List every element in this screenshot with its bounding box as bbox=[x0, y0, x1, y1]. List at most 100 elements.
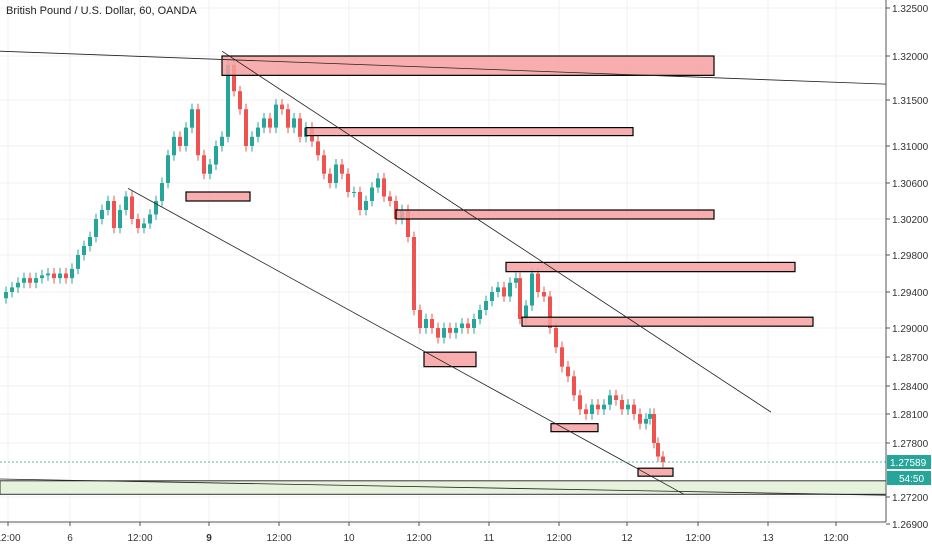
current-price-label: 1.27589 bbox=[890, 458, 927, 469]
candle-body bbox=[280, 104, 284, 110]
time-tick-label: 12:00 bbox=[406, 533, 431, 544]
candle-body bbox=[130, 196, 134, 219]
candle-body bbox=[46, 273, 50, 276]
candle-body bbox=[656, 443, 660, 457]
candle-body bbox=[250, 136, 254, 146]
candle-body bbox=[578, 395, 582, 410]
candle-body bbox=[418, 310, 422, 328]
time-axis[interactable]: 12:00 6 12:00 9 12:00 10 12:00 11 12:00 12 12:00 13… bbox=[0, 521, 886, 544]
candle-body bbox=[484, 301, 488, 310]
trendline bbox=[0, 478, 887, 496]
candle-body bbox=[34, 278, 38, 283]
candle-body bbox=[28, 278, 32, 283]
price-tick-label: 1.31000 bbox=[892, 142, 929, 153]
candle-body bbox=[232, 64, 236, 92]
candle-body bbox=[10, 287, 14, 292]
candle-body bbox=[352, 192, 356, 193]
price-axis[interactable]: 1.32500 1.32000 1.31500 1.31000 1.30600 1.302… bbox=[885, 0, 932, 550]
price-tick-label: 1.29800 bbox=[892, 251, 929, 262]
candle-body bbox=[178, 136, 182, 146]
candle-body bbox=[292, 118, 296, 128]
support-band bbox=[0, 480, 887, 495]
candle-body bbox=[64, 273, 68, 279]
price-tick-label: 1.32000 bbox=[892, 52, 929, 63]
candle-body bbox=[148, 214, 152, 224]
candle-body bbox=[106, 201, 110, 210]
candle-body bbox=[40, 275, 44, 279]
candle-body bbox=[502, 287, 506, 297]
time-tick-label: 11 bbox=[484, 533, 495, 544]
candle-body bbox=[472, 319, 476, 328]
candle-body bbox=[626, 404, 630, 410]
candle-body bbox=[442, 328, 446, 338]
candle-body bbox=[572, 376, 576, 396]
candle-body bbox=[566, 366, 570, 377]
candle-body bbox=[590, 404, 594, 414]
candle-layer bbox=[4, 59, 665, 468]
candle-body bbox=[82, 246, 86, 255]
candle-body bbox=[268, 118, 272, 128]
candle-body bbox=[184, 127, 188, 146]
candle-body bbox=[58, 273, 62, 279]
price-tick-label: 1.30200 bbox=[892, 215, 929, 226]
candle-body bbox=[448, 328, 452, 333]
price-tick-label: 1.26900 bbox=[892, 520, 929, 531]
time-tick-label: 12 bbox=[621, 533, 633, 544]
time-tick-label: 12:00 bbox=[127, 533, 152, 544]
price-tick-label: 1.27200 bbox=[892, 493, 929, 504]
candle-body bbox=[632, 404, 636, 414]
candle-body bbox=[406, 210, 410, 237]
candle-body bbox=[322, 155, 326, 174]
candle-body bbox=[644, 418, 648, 424]
candle-body bbox=[298, 118, 302, 137]
time-tick-label: 12:00 bbox=[0, 533, 21, 544]
candle-body bbox=[542, 292, 546, 297]
candle-body bbox=[334, 164, 338, 183]
candle-body bbox=[536, 273, 540, 292]
candle-body bbox=[382, 178, 386, 197]
price-tick-label: 1.30600 bbox=[892, 179, 929, 190]
candle-body bbox=[478, 310, 482, 319]
time-tick-label: 9 bbox=[206, 533, 212, 544]
time-tick-label: 12:00 bbox=[823, 533, 848, 544]
candle-body bbox=[94, 219, 98, 237]
candle-body bbox=[602, 404, 606, 410]
candle-body bbox=[454, 328, 458, 333]
candle-body bbox=[256, 127, 260, 137]
candle-body bbox=[358, 192, 362, 210]
candle-body bbox=[100, 210, 104, 219]
candle-body bbox=[136, 219, 140, 228]
candle-body bbox=[436, 328, 440, 338]
trendline bbox=[221, 50, 772, 413]
candle-body bbox=[286, 109, 290, 128]
candle-body bbox=[648, 414, 652, 419]
candle-body bbox=[638, 414, 642, 424]
candle-body bbox=[172, 136, 176, 156]
supply-zone-box bbox=[637, 467, 674, 477]
candle-body bbox=[620, 400, 624, 410]
price-tick-label: 1.28400 bbox=[892, 382, 929, 393]
candle-body bbox=[118, 210, 122, 228]
supply-zone-box bbox=[550, 423, 599, 433]
candle-body bbox=[124, 196, 128, 210]
candle-body bbox=[166, 155, 170, 183]
candle-body bbox=[560, 347, 564, 367]
candle-body bbox=[661, 456, 665, 462]
candle-body bbox=[490, 292, 494, 301]
candle-body bbox=[530, 273, 534, 306]
candle-body bbox=[412, 237, 416, 310]
supply-zone-box bbox=[185, 191, 251, 202]
candle-body bbox=[16, 282, 20, 288]
candle-body bbox=[142, 223, 146, 228]
time-tick-label: 12:00 bbox=[266, 533, 291, 544]
candle-body bbox=[424, 319, 428, 328]
price-tick-label: 1.31500 bbox=[892, 96, 929, 107]
candle-body bbox=[614, 395, 618, 400]
time-tick-label: 10 bbox=[343, 533, 355, 544]
candle-body bbox=[274, 104, 278, 128]
price-tick-label: 1.32500 bbox=[892, 4, 929, 15]
candle-body bbox=[196, 109, 200, 156]
supply-zone-box bbox=[521, 316, 814, 327]
price-tick-label: 1.28700 bbox=[892, 353, 929, 364]
